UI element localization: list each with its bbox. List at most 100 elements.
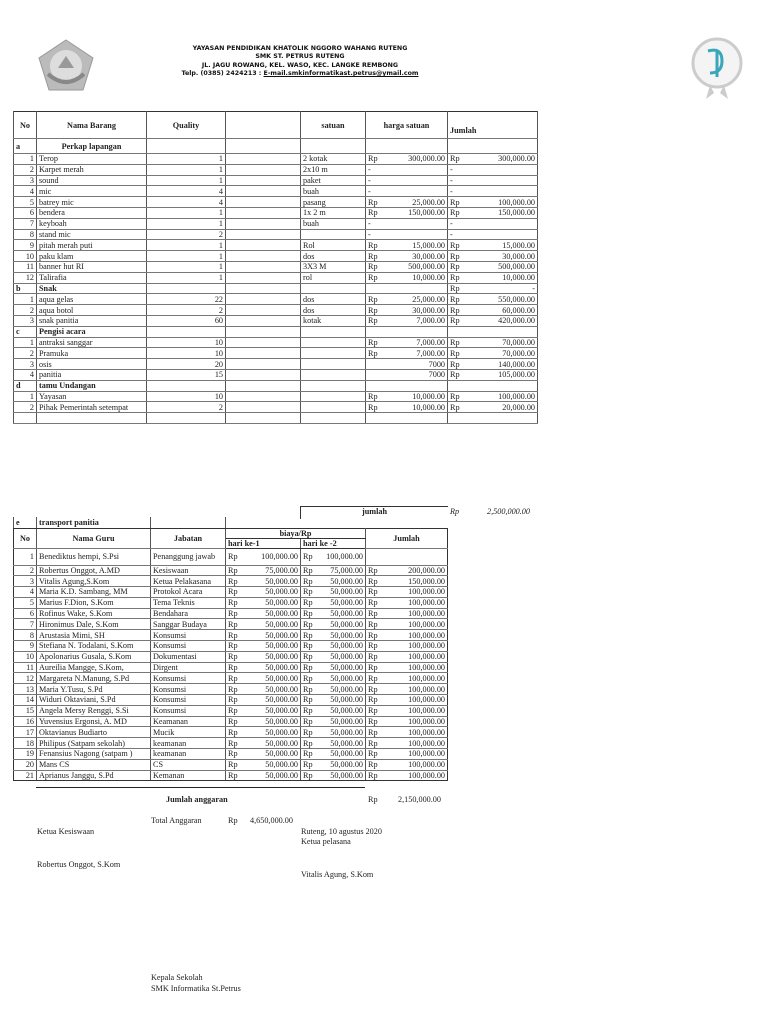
table-row: 21 Aprianus Janggu, S.Pd Kemanan Rp 50,000.0… [13,770,448,782]
blank [225,164,301,176]
currency-label: Rp [368,337,378,347]
amount: 30,000.00 [502,251,535,261]
day2-amount: Rp 50,000.00 [300,759,366,771]
amount: 75,000.00 [330,565,363,575]
blank [225,261,301,273]
day2-amount: Rp 50,000.00 [300,683,366,696]
total-amount: Rp 100,000.00 [365,716,448,728]
currency-label: Rp [368,706,378,716]
item-satuan: buah [300,218,366,230]
item-satuan [300,229,366,241]
day1-amount: Rp 50,000.00 [225,705,301,717]
amount: 50,000.00 [265,771,298,781]
position: Bendahara [150,608,226,620]
item-quality: 1 [146,207,226,219]
teacher-name: Rofinus Wake, S.Kom [36,608,151,620]
day1-amount: Rp 50,000.00 [225,597,301,609]
amount: 100,000.00 [498,197,535,207]
school-address: JL. JAGU ROWANG, KEL. WASO, KEC. LANGKE … [201,61,399,69]
tut-wuri-handayani-logo [38,39,94,91]
total-amount: Rp 100,000.00 [365,608,448,620]
amount: 100,000.00 [326,552,363,561]
amount: 50,000.00 [330,717,363,727]
position: Konsumsi [150,629,226,642]
item-harga: Rp 10,000.00 [365,272,448,284]
item-jumlah: Rp 100,000.00 [447,391,538,403]
currency-label: Rp [368,587,378,597]
blank [225,347,301,360]
item-quality: 4 [146,185,226,198]
amount: 50,000.00 [330,598,363,608]
section-row: d tamu Undangan [13,380,538,392]
item-jumlah: Rp 70,000.00 [447,347,538,360]
blank [225,358,301,370]
day1-amount: Rp 50,000.00 [225,629,301,642]
amount: 50,000.00 [265,749,298,759]
amount: 50,000.00 [265,727,298,737]
item-harga: Rp 150,000.00 [365,207,448,219]
table-row: 4 mic 4 buah - - [13,185,538,198]
table-row: 16 Yuvensius Ergonsi, A. MD Keamanan Rp 50,0… [13,716,448,728]
amount: 150,000.00 [408,208,445,218]
item-quality: 10 [146,391,226,403]
satuan [300,283,366,295]
currency-label: Rp [303,609,313,619]
position: Dokumentasi [150,651,226,663]
currency-label: Rp [368,251,378,261]
item-satuan [300,347,366,360]
amount: 7,000.00 [416,316,445,326]
item-quality: 1 [146,164,226,176]
amount: 7000 [428,370,445,380]
amount: 100,000.00 [498,391,535,401]
currency-label: Rp [303,727,313,737]
currency-label: Rp [303,706,313,716]
table-row [13,412,538,424]
row-no: 6 [13,207,37,219]
amount: 50,000.00 [265,760,298,770]
row-no: 5 [13,196,37,208]
currency-label: - [368,186,371,196]
amount: 50,000.00 [330,771,363,781]
amount: 150,000.00 [408,576,445,586]
blank [225,315,301,327]
blank [225,326,301,338]
item-quality: 2 [146,304,226,316]
item-satuan [300,369,366,381]
currency-label: Rp [228,673,238,683]
table1-total-box [300,506,448,519]
section-title: Pengisi acara [36,326,147,338]
currency-label: Rp [303,576,313,586]
row-no: 7 [13,218,37,230]
day1-amount: Rp 50,000.00 [225,726,301,739]
row-no: 6 [13,608,37,620]
currency-label: Rp [303,587,313,597]
item-name: Talirafia [36,272,147,284]
currency-label: Rp [228,706,238,716]
amount: 50,000.00 [330,727,363,737]
item-jumlah: Rp 20,000.00 [447,401,538,414]
item-quality: 4 [146,196,226,208]
blank [225,153,301,165]
table-row: 8 stand mic 2 - - [13,229,538,241]
item-jumlah: Rp 300,000.00 [447,153,538,165]
table-row: 9 pitah merah puti 1 Rol Rp 15,000.00 Rp 15,000… [13,239,538,252]
currency-label: Rp [368,154,378,164]
currency-label: Rp [368,240,378,250]
total-amount: Rp 100,000.00 [365,672,448,685]
amount: 50,000.00 [330,587,363,597]
item-name: keyboah [36,218,147,230]
table-row: 20 Mans CS CS Rp 50,000.00 Rp 50,000.00 Rp 100,0… [13,759,448,771]
foundation-name: YAYASAN PENDIDIKAN KHATOLIK NGGORO WAHAN… [192,45,408,52]
row-no: 2 [13,347,37,360]
item-harga: - [365,218,448,230]
blank [225,369,301,381]
amount: 10,000.00 [412,402,445,412]
currency-label: Rp [228,695,238,705]
item-quality: 1 [146,250,226,262]
item-jumlah: Rp 420,000.00 [447,315,538,327]
amount: 50,000.00 [265,663,298,673]
email-link[interactable]: E-mail.smkinformatikast.petrus@ymail.com [263,69,419,77]
table-row: 17 Oktavianus Budiarto Mucik Rp 50,000.00 Rp 5… [13,726,448,739]
item-quality: 2 [146,401,226,414]
item-quality: 1 [146,175,226,187]
